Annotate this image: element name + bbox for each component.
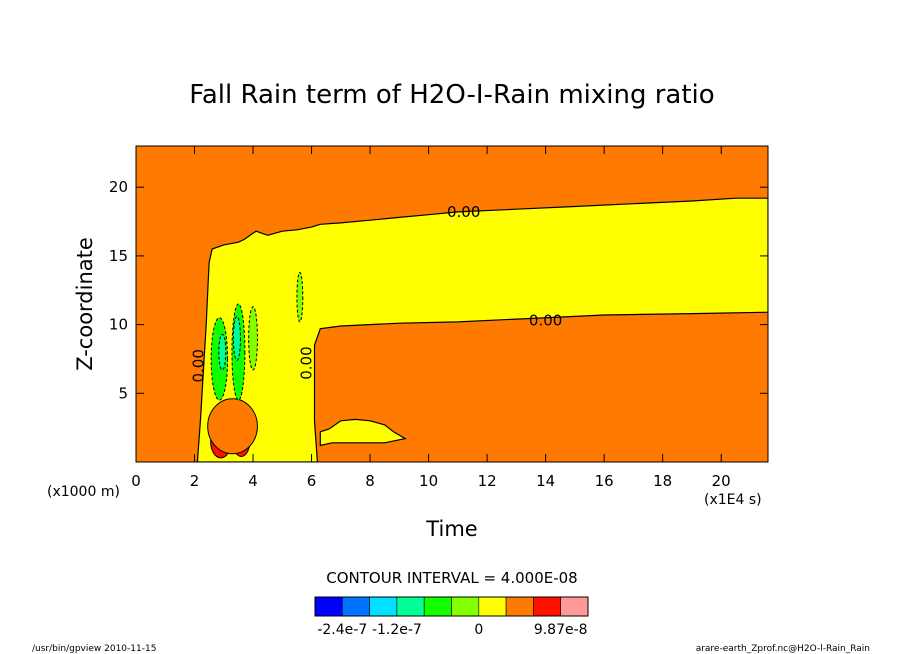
x-tick-label: 20 <box>712 472 731 490</box>
y-tick-label: 20 <box>109 178 128 196</box>
footer-right-text: arare-earth_Zprof.nc@H2O-l-Rain_Rain <box>696 644 870 654</box>
x-tick-label: 4 <box>248 472 258 490</box>
negative-core-3 <box>218 333 227 371</box>
x-tick-label: 16 <box>595 472 614 490</box>
y-tick-label: 15 <box>109 247 128 265</box>
colorbar-label: 9.87e-8 <box>534 622 588 638</box>
x-axis-label: Time <box>425 517 477 541</box>
x-tick-label: 0 <box>131 472 141 490</box>
colorbar-label: 0 <box>474 622 483 638</box>
x-tick-label: 10 <box>419 472 438 490</box>
plot-frame <box>135 145 769 463</box>
colorbar-cell <box>369 596 398 617</box>
colorbar-cell <box>341 596 370 617</box>
colorbar-frame <box>314 596 589 617</box>
chart-title: Fall Rain term of H2O-I-Rain mixing rati… <box>189 80 714 110</box>
contour-label: 0.00 <box>529 311 562 329</box>
contour-label: 0.00 <box>298 346 316 379</box>
negative-core-2 <box>248 306 258 371</box>
y-tick-label: 10 <box>109 316 128 334</box>
colorbar-cell <box>505 596 534 617</box>
colorbar-label: -1.2e-7 <box>372 622 422 638</box>
contour-label: 0.00 <box>447 203 480 221</box>
colorbar-cell <box>396 596 425 617</box>
colorbar-label: -2.4e-7 <box>317 622 367 638</box>
negative-core-5 <box>296 271 304 323</box>
contour-interval-text: CONTOUR INTERVAL = 4.000E-08 <box>326 569 577 587</box>
colorbar-cell <box>451 596 480 617</box>
y-axis-label: Z-coordinate <box>73 237 97 371</box>
positive-core-2 <box>207 398 258 455</box>
x-axis-unit: (x1E4 s) <box>704 492 762 508</box>
x-tick-label: 8 <box>365 472 375 490</box>
x-tick-label: 14 <box>536 472 555 490</box>
y-axis-unit: (x1000 m) <box>47 484 120 500</box>
colorbar-cell <box>560 596 589 617</box>
footer-left-text: /usr/bin/gpview 2010-11-15 <box>32 644 156 654</box>
colorbar-cell <box>423 596 452 617</box>
x-tick-label: 12 <box>478 472 497 490</box>
x-tick-label: 6 <box>307 472 317 490</box>
zero-contour-region <box>196 197 768 462</box>
colorbar-cell <box>533 596 562 617</box>
colorbar-cell <box>478 596 507 617</box>
low-cloud-region <box>319 418 407 447</box>
contour-label: 0.00 <box>189 349 207 382</box>
x-tick-label: 2 <box>190 472 200 490</box>
x-tick-label: 18 <box>653 472 672 490</box>
colorbar: -2.4e-7 -1.2e-7 0 9.87e-8 <box>314 596 589 638</box>
plot-area: 0 2 4 6 8 10 12 14 16 18 20 5 10 15 20 0.00 0.00 0.00 0.… <box>109 145 769 490</box>
negative-core-4 <box>232 315 241 361</box>
y-tick-label: 5 <box>118 384 128 402</box>
colorbar-cell <box>314 596 343 617</box>
